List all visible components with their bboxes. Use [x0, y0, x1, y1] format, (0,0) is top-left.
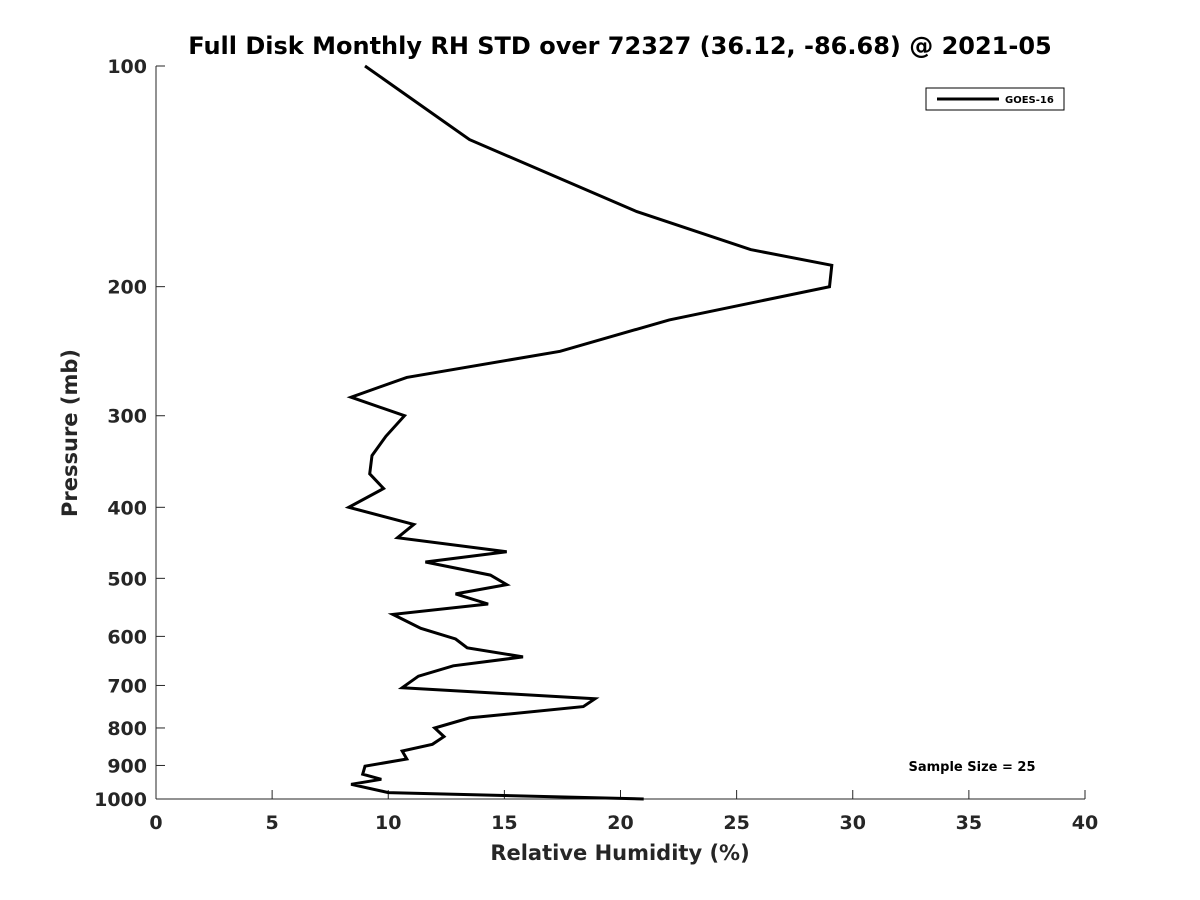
y-tick-label: 700 — [107, 675, 147, 697]
y-tick-label: 800 — [107, 718, 147, 740]
x-axis-label: Relative Humidity (%) — [490, 841, 749, 865]
chart-title: Full Disk Monthly RH STD over 72327 (36.… — [188, 32, 1051, 60]
x-tick-label: 20 — [607, 812, 633, 834]
y-axis-label: Pressure (mb) — [58, 349, 82, 517]
legend-label: GOES-16 — [1005, 95, 1054, 106]
x-tick-label: 30 — [840, 812, 866, 834]
plot-lines — [344, 64, 834, 801]
series-line — [344, 64, 834, 801]
x-tick-label: 35 — [956, 812, 982, 834]
y-tick-label: 500 — [107, 568, 147, 590]
x-tick-label: 0 — [149, 812, 162, 834]
y-tick-label: 400 — [107, 497, 147, 519]
x-tick-label: 5 — [266, 812, 279, 834]
axes: 0 5 10 15 20 25 30 35 40 100 200 300 400 500 600 700 800… — [94, 56, 1098, 834]
y-tick-label: 900 — [107, 755, 147, 777]
sample-size-annotation: Sample Size = 25 — [908, 760, 1035, 775]
legend: GOES-16 — [925, 87, 1065, 111]
x-tick-label: 25 — [723, 812, 749, 834]
y-tick-label: 600 — [107, 626, 147, 648]
y-tick-label: 1000 — [94, 789, 147, 811]
x-tick-label: 40 — [1072, 812, 1098, 834]
y-tick-label: 200 — [107, 277, 147, 299]
y-tick-label: 100 — [107, 56, 147, 78]
y-tick-label: 300 — [107, 406, 147, 428]
x-tick-label: 15 — [491, 812, 517, 834]
x-tick-label: 10 — [375, 812, 401, 834]
